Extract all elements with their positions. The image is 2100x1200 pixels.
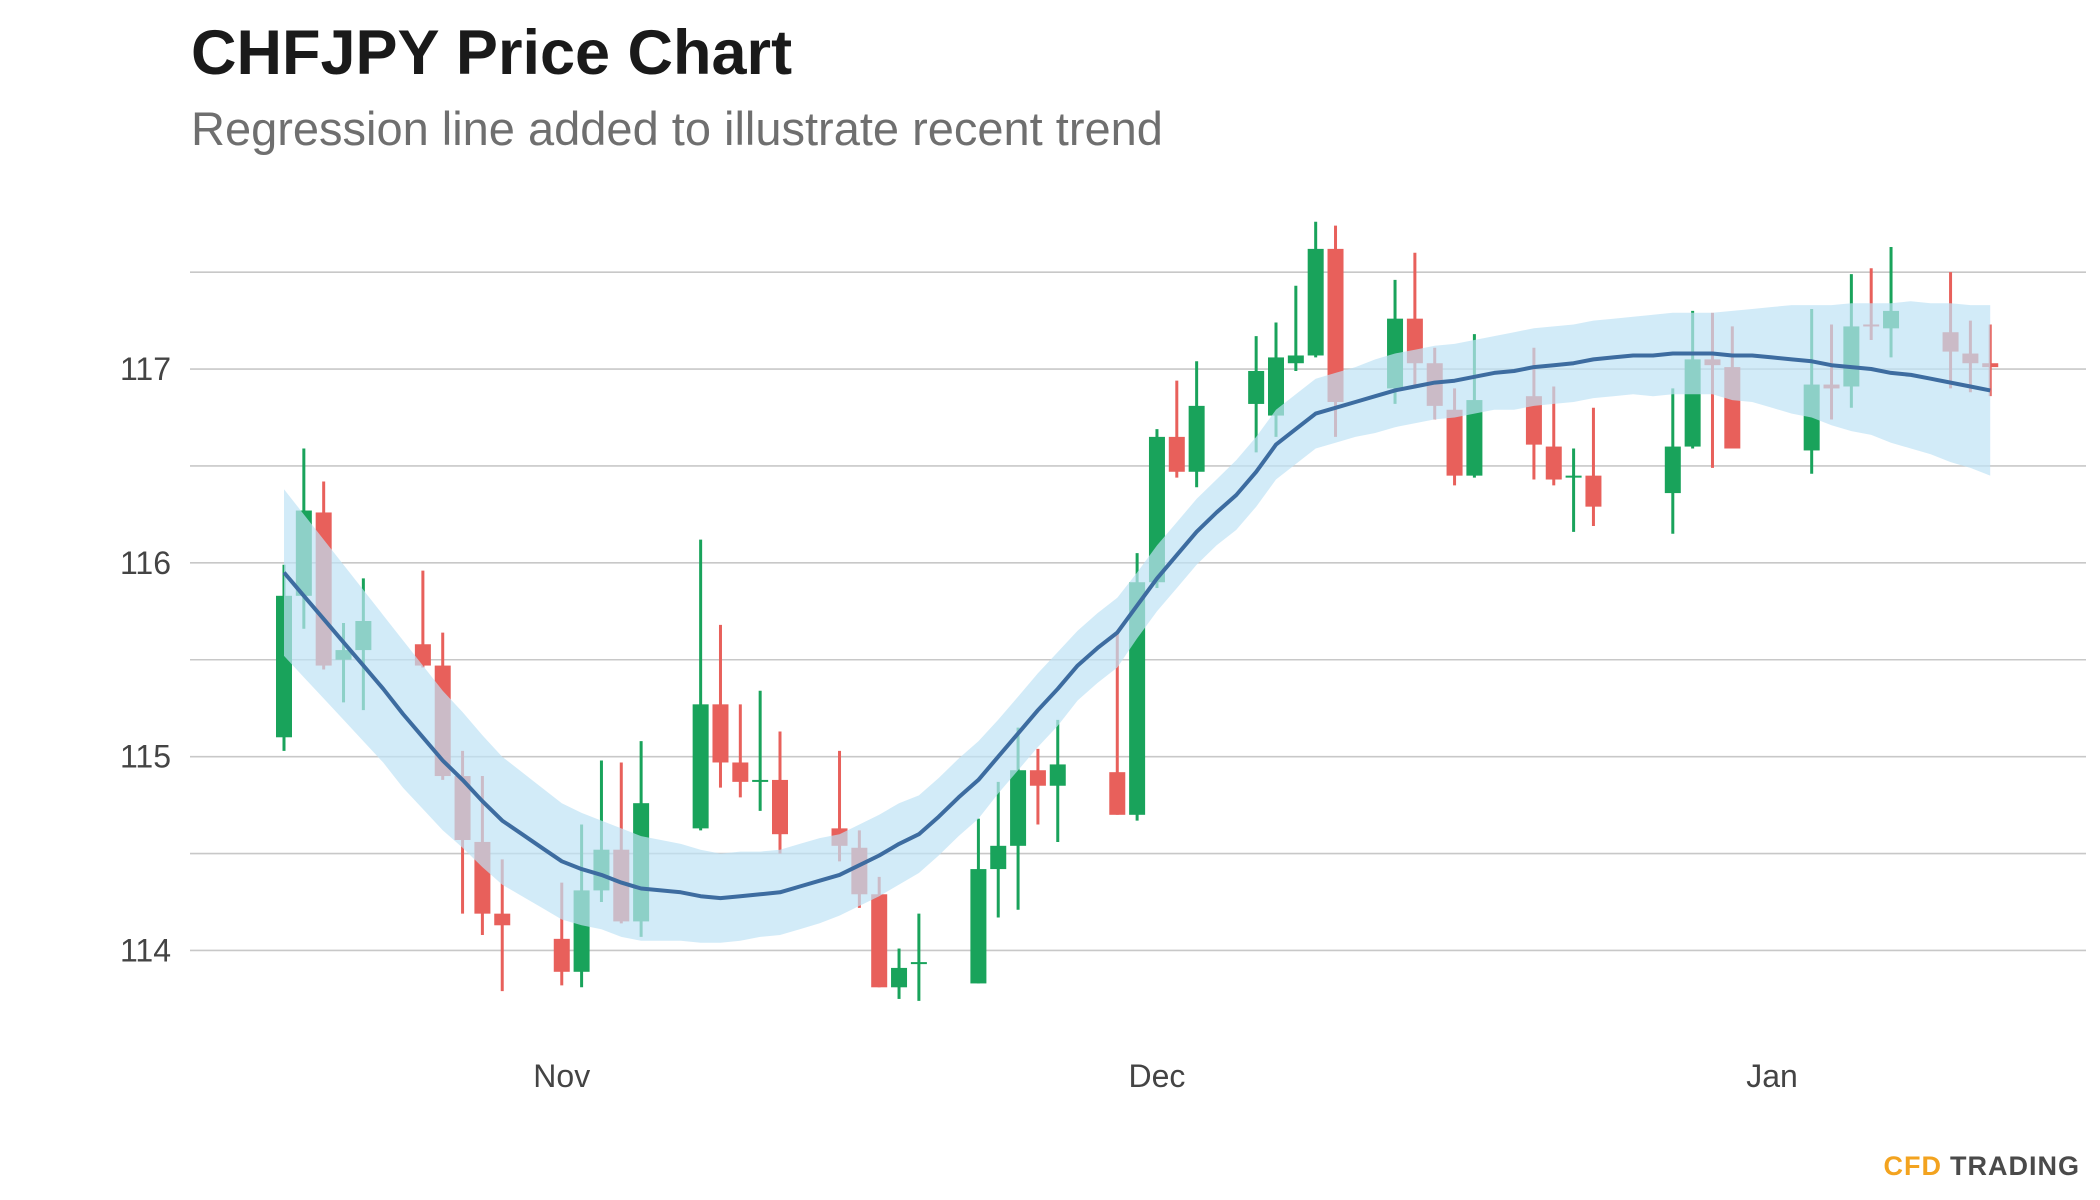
y-tick-label: 115	[120, 739, 171, 775]
chart-subtitle: Regression line added to illustrate rece…	[191, 102, 1163, 155]
logo-prefix: CFD	[1884, 1151, 1943, 1181]
candle-body	[1982, 363, 1999, 368]
x-tick-label: Nov	[533, 1058, 590, 1094]
candle-body	[1188, 405, 1205, 472]
candle-body	[1525, 396, 1542, 445]
candle-body	[1307, 248, 1324, 356]
candle-body	[692, 704, 709, 829]
candle-body	[1168, 436, 1185, 472]
candle-body	[1446, 409, 1463, 476]
candle-body	[1664, 446, 1681, 494]
candle-body	[871, 894, 888, 988]
candle-body	[732, 762, 749, 782]
candle-body	[1327, 248, 1344, 402]
candle-body	[772, 779, 788, 835]
candle-body	[891, 967, 908, 988]
candle-body	[970, 869, 987, 984]
regression-line	[282, 351, 1991, 901]
candle-body	[553, 938, 570, 972]
candle-body	[1565, 475, 1582, 478]
candle-body	[752, 779, 769, 782]
candle-body	[1466, 400, 1483, 476]
regression-overlay	[282, 301, 1991, 943]
candle-body	[712, 704, 729, 763]
candle-body	[1109, 772, 1126, 815]
candle-body	[1585, 475, 1602, 507]
candle-body	[1545, 446, 1562, 480]
candle-body	[910, 962, 927, 965]
x-tick-label: Dec	[1129, 1058, 1186, 1094]
y-tick-label: 116	[120, 545, 171, 581]
candle-body	[1049, 764, 1066, 786]
candle-body	[1029, 770, 1046, 786]
labels: 114 115 116 117 Nov Dec Jan	[120, 351, 1798, 1094]
candle-body	[1268, 357, 1284, 416]
candle-body	[494, 913, 511, 926]
y-tick-label: 114	[120, 932, 171, 968]
candle-body	[990, 845, 1007, 870]
candle-body	[1010, 770, 1027, 846]
y-tick-label: 117	[120, 351, 171, 387]
candle-body	[1248, 370, 1265, 404]
x-tick-label: Jan	[1746, 1058, 1798, 1094]
chart-title: CHFJPY Price Chart	[191, 18, 792, 88]
candle-body	[1287, 355, 1304, 364]
logo-suffix: TRADING	[1950, 1151, 2080, 1181]
candle-body	[414, 644, 431, 666]
logo: CFD TRADING	[1884, 1151, 2081, 1181]
confidence-band	[284, 301, 1991, 943]
